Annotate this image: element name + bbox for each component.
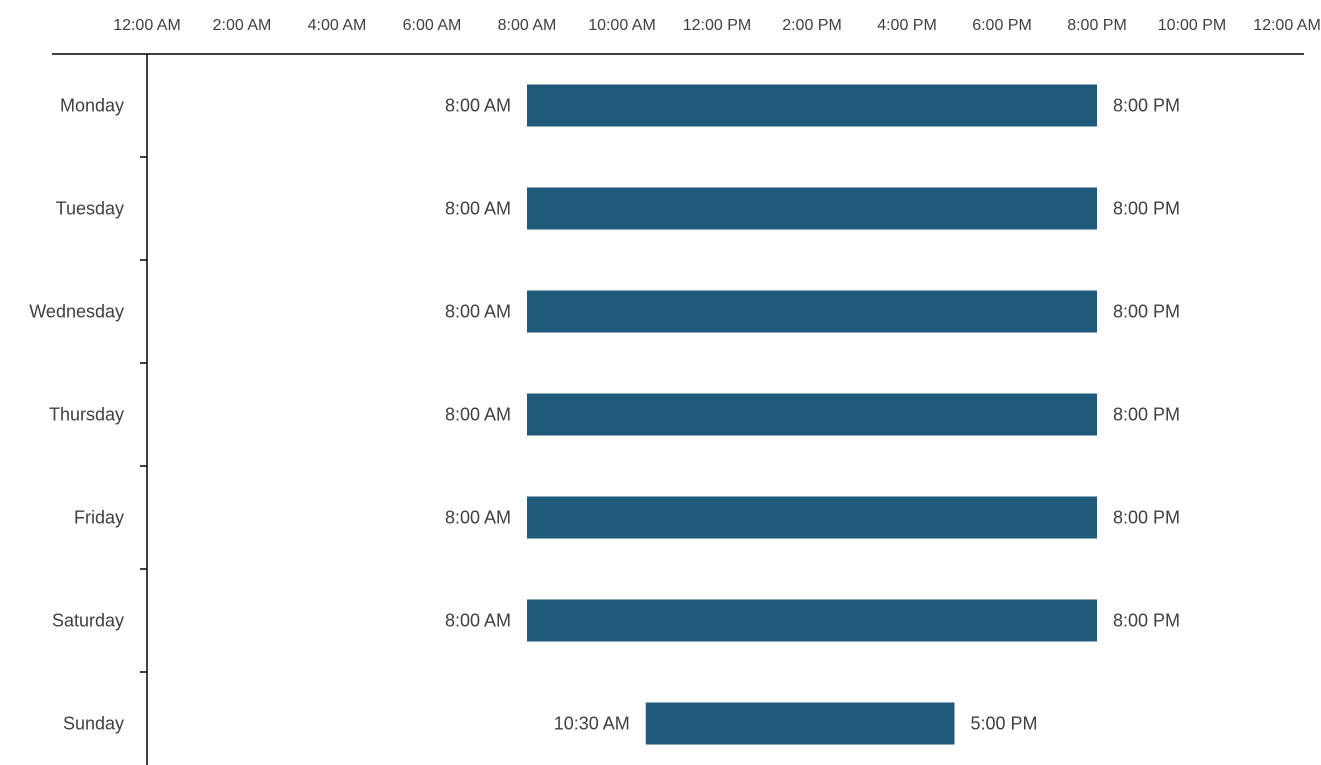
x-tick-label: 10:00 AM xyxy=(588,17,656,34)
day-label: Thursday xyxy=(49,405,124,425)
day-label: Friday xyxy=(74,508,124,528)
day-label: Saturday xyxy=(52,611,124,631)
x-tick-label: 4:00 PM xyxy=(877,17,937,34)
bar-start-label: 8:00 AM xyxy=(445,302,511,322)
x-axis-ticks: 12:00 AM 2:00 AM 4:00 AM 6:00 AM 8:00 AM 10:0… xyxy=(113,17,1321,34)
schedule-bar xyxy=(527,84,1097,127)
day-label: Monday xyxy=(60,96,124,116)
day-labels: Monday Tuesday Wednesday Thursday Friday Satu… xyxy=(29,96,124,734)
y-axis-ticks xyxy=(140,156,147,673)
x-tick-label: 6:00 PM xyxy=(972,17,1032,34)
bar-start-label: 8:00 AM xyxy=(445,199,511,219)
bar-end-label: 8:00 PM xyxy=(1113,405,1180,425)
bar-start-label: 8:00 AM xyxy=(445,405,511,425)
x-tick-label: 4:00 AM xyxy=(308,17,367,34)
day-label: Wednesday xyxy=(29,302,124,322)
bar-end-label: 8:00 PM xyxy=(1113,302,1180,322)
schedule-bar xyxy=(527,599,1097,642)
schedule-bar xyxy=(527,393,1097,436)
bar-end-label: 5:00 PM xyxy=(971,714,1038,734)
bar-start-label: 8:00 AM xyxy=(445,508,511,528)
x-tick-label: 8:00 AM xyxy=(498,17,557,34)
x-tick-label: 12:00 PM xyxy=(683,17,751,34)
bars xyxy=(527,84,1097,745)
bar-start-label: 10:30 AM xyxy=(554,714,630,734)
x-tick-label: 8:00 PM xyxy=(1067,17,1127,34)
bar-labels: 8:00 AM 8:00 PM 8:00 AM 8:00 PM 8:00 AM 8:00 … xyxy=(445,96,1180,734)
bar-end-label: 8:00 PM xyxy=(1113,96,1180,116)
day-label: Sunday xyxy=(63,714,124,734)
bar-end-label: 8:00 PM xyxy=(1113,199,1180,219)
x-tick-label: 12:00 AM xyxy=(1253,17,1321,34)
x-tick-label: 2:00 AM xyxy=(213,17,272,34)
schedule-bar xyxy=(527,290,1097,333)
schedule-bar xyxy=(645,702,955,745)
bar-end-label: 8:00 PM xyxy=(1113,611,1180,631)
day-label: Tuesday xyxy=(56,199,124,219)
x-tick-label: 6:00 AM xyxy=(403,17,462,34)
x-tick-label: 10:00 PM xyxy=(1158,17,1226,34)
bar-end-label: 8:00 PM xyxy=(1113,508,1180,528)
schedule-bar xyxy=(527,496,1097,539)
bar-start-label: 8:00 AM xyxy=(445,96,511,116)
schedule-bar xyxy=(527,187,1097,230)
x-tick-label: 2:00 PM xyxy=(782,17,842,34)
x-tick-label: 12:00 AM xyxy=(113,17,181,34)
bar-start-label: 8:00 AM xyxy=(445,611,511,631)
